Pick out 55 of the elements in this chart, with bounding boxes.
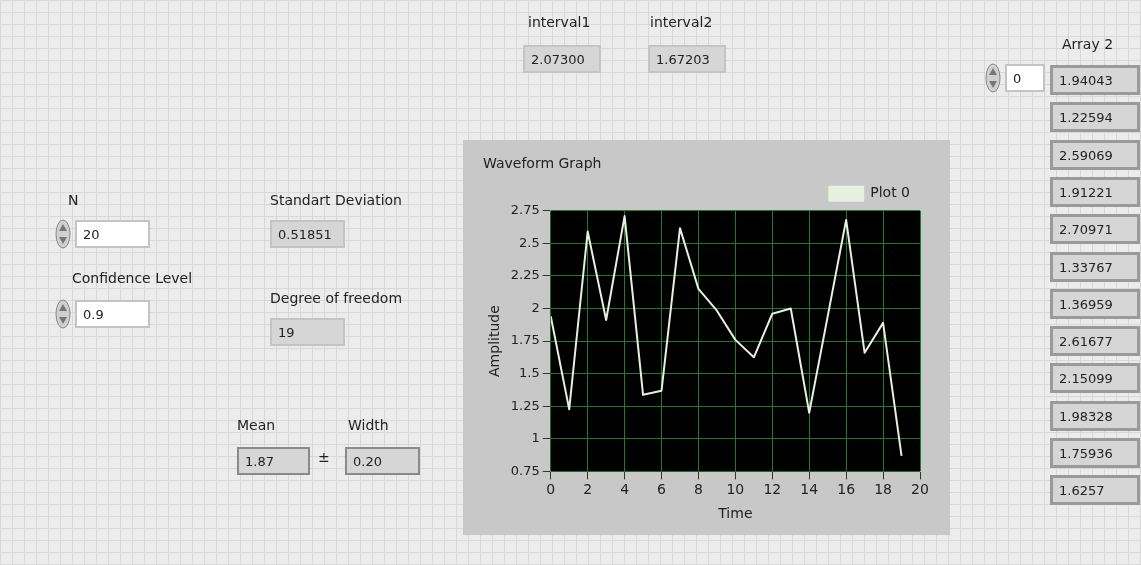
text: 1.98328 — [1050, 400, 1140, 431]
x-tick-label: 8 — [693, 481, 703, 498]
text: 20 — [75, 220, 150, 248]
text: 0.51851 — [270, 220, 345, 248]
legend-label: Plot 0 — [870, 184, 911, 201]
y-tick-label: 1.75 — [510, 332, 540, 348]
x-tick-label: 6 — [657, 481, 667, 498]
y-tick-label: 1.5 — [519, 365, 540, 381]
y-tick-label: 2 — [531, 299, 540, 315]
x-tick-label: 4 — [620, 481, 630, 498]
text: 2.70971 — [1050, 214, 1140, 245]
text: Array 2 — [1062, 36, 1114, 52]
text: 0.9 — [75, 300, 150, 328]
text: interval1 — [528, 14, 591, 30]
x-tick-label: 16 — [837, 481, 856, 498]
x-tick-label: 12 — [763, 481, 782, 498]
text: 1.6257 — [1050, 475, 1140, 506]
text: 1.33767 — [1050, 251, 1140, 282]
text: 1.75936 — [1050, 438, 1140, 468]
text: 1.36959 — [1050, 288, 1140, 319]
chart-title: Waveform Graph — [483, 155, 602, 172]
text: ± — [318, 449, 330, 465]
text: Standart Deviation — [270, 192, 402, 208]
y-tick-label: 1.25 — [510, 397, 540, 413]
text: interval2 — [650, 14, 713, 30]
x-axis-title: Time — [717, 505, 753, 522]
text: 1.87 — [237, 447, 310, 475]
x-tick-label: 0 — [546, 481, 556, 498]
text: 2.61677 — [1050, 326, 1140, 357]
text: 1.94043 — [1050, 65, 1140, 95]
text: 2.07300 — [523, 45, 601, 73]
x-tick-label: 20 — [911, 481, 929, 498]
text: Degree of freedom — [270, 290, 403, 306]
text: 2.59069 — [1050, 139, 1140, 170]
y-axis-title: Amplitude — [486, 305, 503, 377]
y-tick-label: 0.75 — [510, 462, 540, 478]
y-tick-label: 1 — [531, 430, 540, 446]
y-tick-label: 2.25 — [510, 267, 540, 283]
text: Confidence Level — [72, 270, 193, 286]
text: 2.15099 — [1050, 363, 1140, 394]
x-tick-label: 14 — [800, 481, 819, 498]
text: 1.67203 — [648, 45, 726, 73]
text: N — [68, 192, 79, 208]
text: Width — [348, 417, 389, 433]
x-tick-label: 18 — [874, 481, 892, 498]
text: 1.91221 — [1050, 176, 1140, 207]
x-tick-label: 10 — [726, 481, 745, 498]
text: 1.22594 — [1050, 102, 1140, 133]
text: 0.20 — [345, 447, 420, 475]
x-tick-label: 2 — [583, 481, 593, 498]
y-tick-label: 2.75 — [510, 202, 540, 218]
text: Mean — [237, 417, 276, 433]
y-tick-label: 2.5 — [519, 234, 540, 250]
text: 0 — [1005, 64, 1045, 92]
text: 19 — [270, 318, 345, 346]
